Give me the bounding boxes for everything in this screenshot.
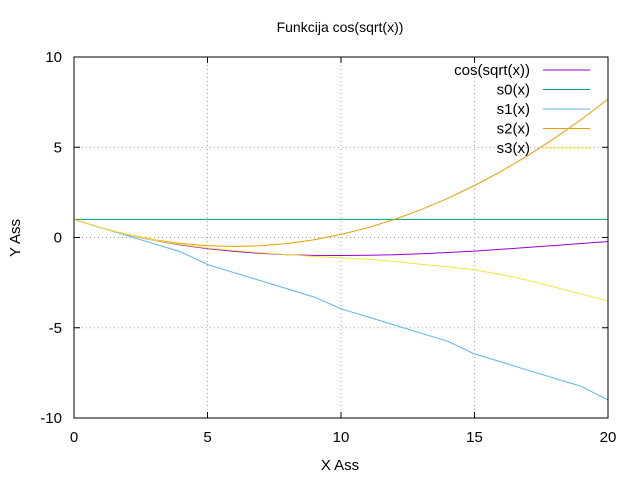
y-tick-label: -5 [49,320,62,337]
x-tick-label: 10 [333,429,350,446]
y-tick-label: -10 [40,410,62,427]
y-tick-label: 5 [54,139,62,156]
x-tick-label: 15 [466,429,483,446]
x-tick-label: 20 [600,429,617,446]
legend-label-2: s1(x) [497,101,530,118]
series-line-4 [73,218,609,302]
legend-label-3: s2(x) [497,121,530,138]
legend-label-4: s3(x) [497,140,530,157]
grid-lines [74,57,608,418]
series-lines [73,98,609,401]
y-axis-label: Y Ass [7,219,24,257]
legend: cos(sqrt(x)) s0(x) s1(x) s2(x) s3(x) [454,62,590,157]
y-tick-label: 0 [54,230,62,247]
axis-ticks: 0 5 10 15 20 -10 -5 0 5 10 [40,49,616,446]
x-tick-label: 5 [203,429,211,446]
x-axis-label: X Ass [321,457,359,474]
series-line-2 [73,218,609,401]
chart-title: Funkcija cos(sqrt(x)) [277,19,404,35]
y-tick-label: 10 [45,49,62,66]
legend-label-1: s0(x) [497,82,530,99]
legend-label-0: cos(sqrt(x)) [454,62,530,79]
series-line-3 [73,98,609,247]
x-tick-label: 0 [70,429,78,446]
